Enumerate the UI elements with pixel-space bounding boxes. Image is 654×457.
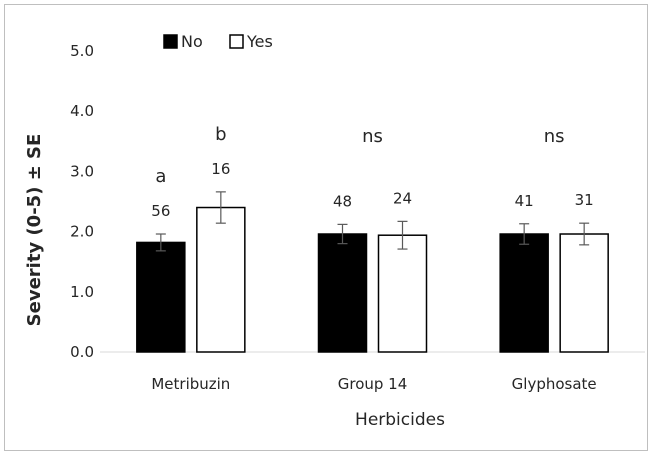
- legend-label: No: [181, 32, 203, 51]
- sample-count-label: 56: [151, 202, 170, 220]
- x-axis-label: Herbicides: [355, 410, 445, 430]
- significance-label: ns: [362, 126, 383, 147]
- y-tick-label: 5.0: [70, 42, 94, 60]
- legend-swatch: [229, 34, 244, 49]
- legend: No Yes: [163, 32, 273, 51]
- sample-count-label: 16: [211, 160, 230, 178]
- chart-frame: [4, 4, 648, 451]
- significance-label: ns: [544, 126, 565, 147]
- x-tick-label: Glyphosate: [512, 375, 597, 393]
- sample-count-label: 31: [575, 191, 594, 209]
- x-tick-label: Group 14: [338, 375, 408, 393]
- bar-yes: [377, 234, 428, 353]
- legend-swatch: [163, 34, 178, 49]
- significance-label: a: [155, 166, 166, 187]
- y-tick-label: 0.0: [70, 343, 94, 361]
- bar-yes: [196, 206, 246, 353]
- sample-count-label: 48: [333, 192, 352, 210]
- x-tick-label: Metribuzin: [151, 375, 230, 393]
- significance-label: b: [215, 124, 226, 145]
- bars: [136, 191, 609, 353]
- y-axis-ticks: 0.0 1.0 2.0 3.0 4.0 5.0: [70, 42, 94, 361]
- bar-no: [136, 241, 186, 353]
- bar-no: [317, 233, 368, 353]
- bar-yes: [559, 233, 609, 353]
- y-axis-label: Severity (0-5) ± SE: [24, 134, 45, 327]
- bar-no: [499, 233, 549, 353]
- y-tick-label: 1.0: [70, 283, 94, 301]
- labels: 56 16 a b Metribuzin 48 24 ns Group 14 41 31 ns Glyp…: [151, 124, 596, 393]
- y-tick-label: 4.0: [70, 102, 94, 120]
- sample-count-label: 41: [515, 192, 534, 210]
- sample-count-label: 24: [393, 189, 412, 207]
- legend-label: Yes: [246, 32, 273, 51]
- y-tick-label: 2.0: [70, 223, 94, 241]
- y-tick-label: 3.0: [70, 162, 94, 180]
